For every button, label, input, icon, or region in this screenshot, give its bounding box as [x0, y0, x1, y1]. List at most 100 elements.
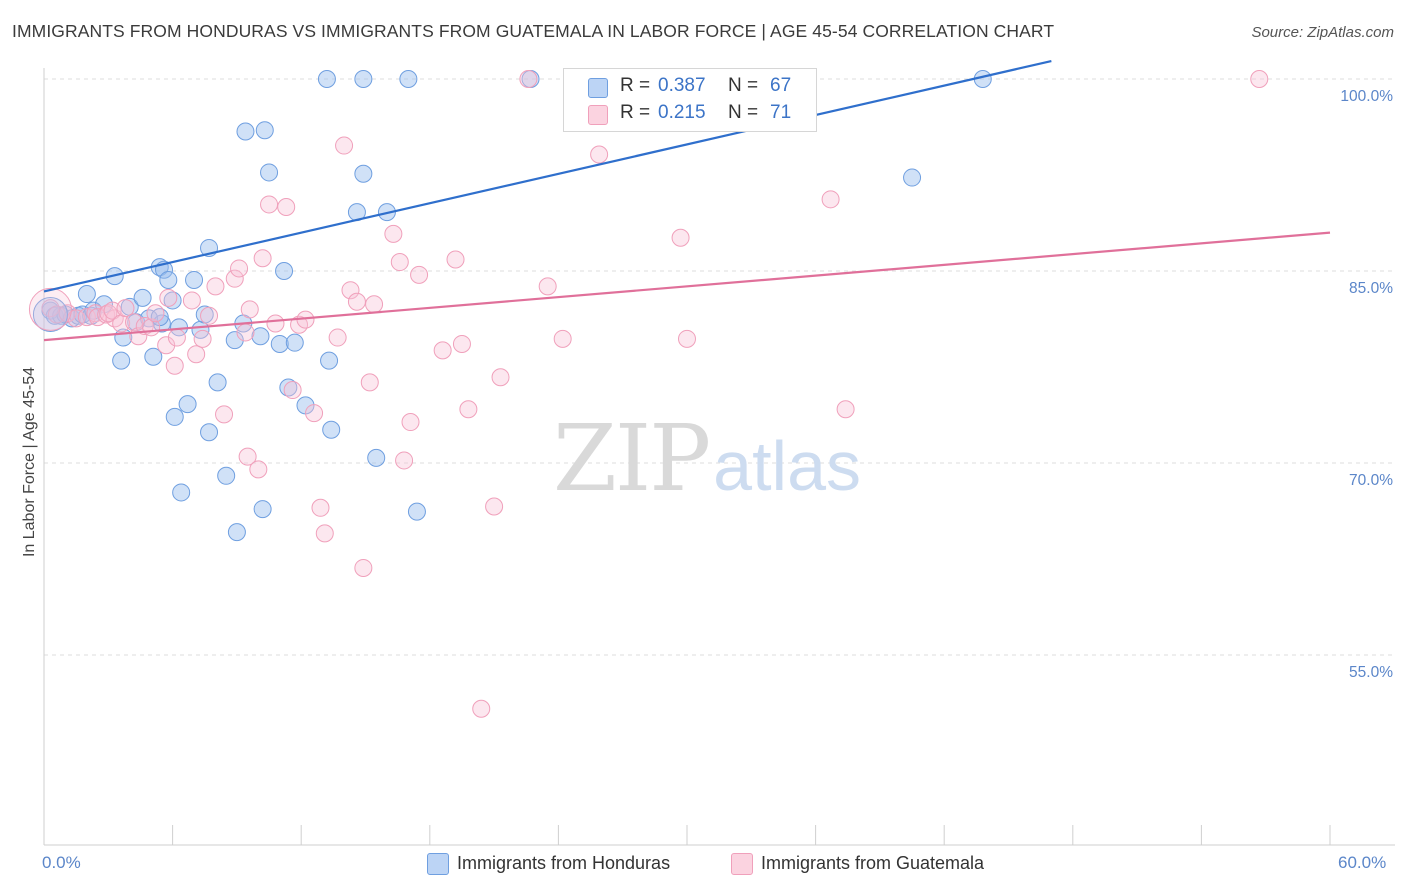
honduras-point [399, 70, 418, 88]
x-tick-label-max: 60.0% [1338, 853, 1387, 872]
correlation-legend: R = 0.387 N = 67 R = 0.215 N = 71 [563, 68, 817, 132]
grid-lines [44, 78, 1395, 656]
guatemala-point [215, 405, 234, 424]
honduras-point [217, 466, 236, 485]
guatemala-point [238, 447, 257, 466]
guatemala-point [491, 368, 510, 387]
guatemala-point [206, 277, 225, 296]
guatemala-point [253, 249, 272, 268]
honduras-point [200, 423, 219, 442]
guatemala-point [260, 195, 279, 214]
guatemala-point [590, 145, 609, 164]
guatemala-point [277, 198, 296, 216]
guatemala-point [159, 288, 178, 307]
chart-source: Source: ZipAtlas.com [1251, 24, 1394, 41]
honduras-point [178, 395, 197, 414]
guatemala-point [167, 328, 186, 347]
guatemala-point [116, 299, 135, 318]
guatemala-point [41, 299, 60, 318]
honduras-point [322, 420, 341, 439]
legend-r-value: 0.215 [658, 102, 706, 123]
guatemala-point [347, 292, 366, 311]
guatemala-point [671, 228, 690, 247]
guatemala-point [236, 323, 255, 342]
guatemala-point [157, 336, 176, 355]
guatemala-point [311, 498, 330, 517]
guatemala-point [384, 224, 403, 243]
guatemala-point [225, 269, 244, 288]
honduras-point [275, 262, 294, 280]
guatemala-point [365, 295, 384, 314]
guatemala-point [446, 250, 465, 269]
legend-n-value: 71 [770, 102, 792, 123]
honduras-point [285, 333, 304, 352]
guatemala-point [433, 341, 452, 360]
legend-r-label: R = [620, 75, 651, 96]
honduras-point [133, 288, 152, 307]
honduras-point [367, 448, 386, 467]
guatemala-point [193, 329, 212, 348]
guatemala-point [335, 136, 354, 155]
honduras-point [903, 168, 922, 187]
guatemala-point [266, 314, 285, 333]
guatemala-point [328, 328, 347, 347]
legend-label-guatemala: Immigrants from Guatemala [761, 853, 985, 873]
honduras-point [270, 334, 289, 353]
guatemala-point [341, 281, 360, 300]
guatemala-point [1250, 70, 1269, 88]
honduras-point [407, 502, 426, 521]
honduras-point [144, 347, 163, 366]
guatemala-point [538, 277, 557, 296]
guatemala-point [249, 460, 268, 479]
honduras-point [317, 70, 336, 88]
guatemala-point [395, 451, 414, 470]
guatemala-point [305, 404, 324, 423]
guatemala-point [230, 259, 249, 278]
guatemala-point [200, 306, 219, 325]
legend-r-label: R = [620, 102, 651, 123]
honduras-point [253, 500, 272, 519]
guatemala-point [165, 356, 184, 375]
guatemala-point [821, 190, 840, 209]
guatemala-point [519, 70, 538, 88]
watermark: ZIPatlas [553, 405, 861, 512]
y-tick-label: 70.0% [1349, 472, 1393, 489]
guatemala-point [77, 308, 96, 327]
axes [43, 68, 1395, 846]
honduras-point [236, 122, 255, 141]
guatemala-point [240, 300, 259, 319]
trend-lines [43, 60, 1331, 342]
guatemala-point [354, 558, 373, 577]
guatemala-point [125, 313, 144, 332]
guatemala-point [472, 699, 491, 718]
guatemala-point [187, 345, 206, 364]
x-tick-label-min: 0.0% [42, 853, 81, 872]
guatemala-point [390, 253, 409, 272]
guatemala-point [678, 329, 696, 348]
guatemala-point [360, 373, 379, 392]
honduras-point [165, 407, 184, 426]
guatemala-point [28, 287, 72, 331]
honduras-trend-line [43, 60, 1052, 293]
legend-swatch-guatemala [731, 853, 753, 875]
guatemala-point [452, 334, 471, 353]
watermark-atlas: atlas [713, 427, 862, 505]
honduras-point [354, 164, 373, 183]
legend-r-value: 0.387 [658, 75, 706, 96]
y-axis-label: In Labor Force | Age 45-54 [21, 366, 38, 558]
guatemala-trend-line [43, 231, 1331, 342]
watermark-zip: ZIP [553, 405, 711, 512]
honduras-point [152, 314, 171, 333]
honduras-point [225, 331, 244, 350]
legend-label-honduras: Immigrants from Honduras [457, 853, 671, 873]
honduras-point [354, 70, 373, 88]
honduras-point [32, 297, 68, 333]
legend-swatch-honduras [588, 78, 608, 98]
honduras-point [159, 270, 178, 289]
y-tick-label: 55.0% [1349, 664, 1393, 681]
honduras-point [112, 351, 131, 370]
guatemala-point [401, 413, 420, 432]
honduras-point [185, 270, 204, 289]
chart-title: IMMIGRANTS FROM HONDURAS VS IMMIGRANTS F… [12, 21, 1055, 41]
